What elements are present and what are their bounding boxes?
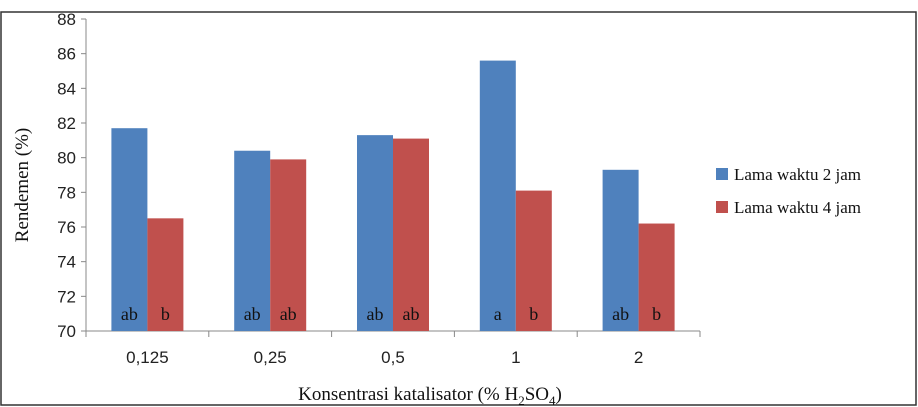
x-tick-label: 0,25: [254, 348, 287, 367]
y-tick-label: 80: [57, 149, 76, 168]
x-tick-label: 0,5: [381, 348, 405, 367]
bar-series-2: [270, 159, 307, 331]
y-tick-label: 86: [57, 45, 76, 64]
bar-significance-label: a: [494, 304, 502, 324]
x-tick-label: 2: [634, 348, 643, 367]
bar-significance-label: b: [652, 304, 661, 324]
x-axis-label-sub2: 4: [549, 393, 556, 407]
bar-series-2: [147, 218, 184, 331]
y-axis-label: Rendemen (%): [12, 128, 33, 242]
x-axis-label: Konsentrasi katalisator (% H2SO4): [298, 384, 562, 407]
x-axis-label-sub1: 2: [518, 393, 525, 407]
bar-significance-label: ab: [403, 304, 420, 324]
bar-significance-label: ab: [244, 304, 261, 324]
bar-significance-label: ab: [280, 304, 297, 324]
bar-significance-label: ab: [121, 304, 138, 324]
bar-series-2: [638, 223, 675, 331]
bar-series-1: [111, 128, 148, 331]
legend: Lama waktu 2 jam Lama waktu 4 jam: [716, 165, 861, 217]
bar-significance-label: ab: [612, 304, 629, 324]
x-tick-label: 0,125: [126, 348, 169, 367]
x-axis-label-mid: SO: [525, 384, 549, 405]
legend-label-series-1: Lama waktu 2 jam: [734, 165, 861, 184]
bar-series-1: [602, 169, 639, 331]
legend-label-series-2: Lama waktu 4 jam: [734, 198, 861, 217]
legend-swatch-series-1: [716, 168, 728, 180]
bar-series-2: [393, 138, 429, 331]
x-tick-label: 1: [511, 348, 520, 367]
bar-series-1: [234, 150, 271, 331]
y-tick-label: 72: [57, 287, 76, 306]
y-tick-label: 82: [57, 114, 76, 133]
x-axis-label-prefix: Konsentrasi katalisator (% H: [298, 384, 518, 405]
legend-swatch-series-2: [716, 201, 728, 213]
y-tick-label: 88: [57, 10, 76, 29]
y-tick-labels: 70 72 74 76 78 80 82 84 86 88: [57, 10, 76, 341]
x-axis-label-suffix: ): [556, 384, 562, 405]
legend-item-series-2: Lama waktu 4 jam: [716, 198, 861, 217]
bar-significance-label: b: [161, 304, 170, 324]
legend-item-series-1: Lama waktu 2 jam: [716, 165, 861, 184]
bar-series-1: [357, 135, 393, 331]
bar-significance-label: b: [529, 304, 538, 324]
bar-significance-label: ab: [367, 304, 384, 324]
y-tick-label: 74: [57, 253, 76, 272]
y-tick-label: 78: [57, 183, 76, 202]
x-tick-labels: 0,125 0,25 0,5 1 2: [126, 348, 643, 367]
y-tick-label: 84: [57, 79, 76, 98]
y-tick-label: 76: [57, 218, 76, 237]
bar-labels: ab ab ab a abb ab ab b b: [121, 304, 661, 324]
y-tick-label: 70: [57, 322, 76, 341]
bars: [111, 60, 675, 331]
bar-series-1: [479, 60, 516, 331]
chart-border: [0, 11, 917, 406]
bar-series-2: [515, 190, 552, 331]
